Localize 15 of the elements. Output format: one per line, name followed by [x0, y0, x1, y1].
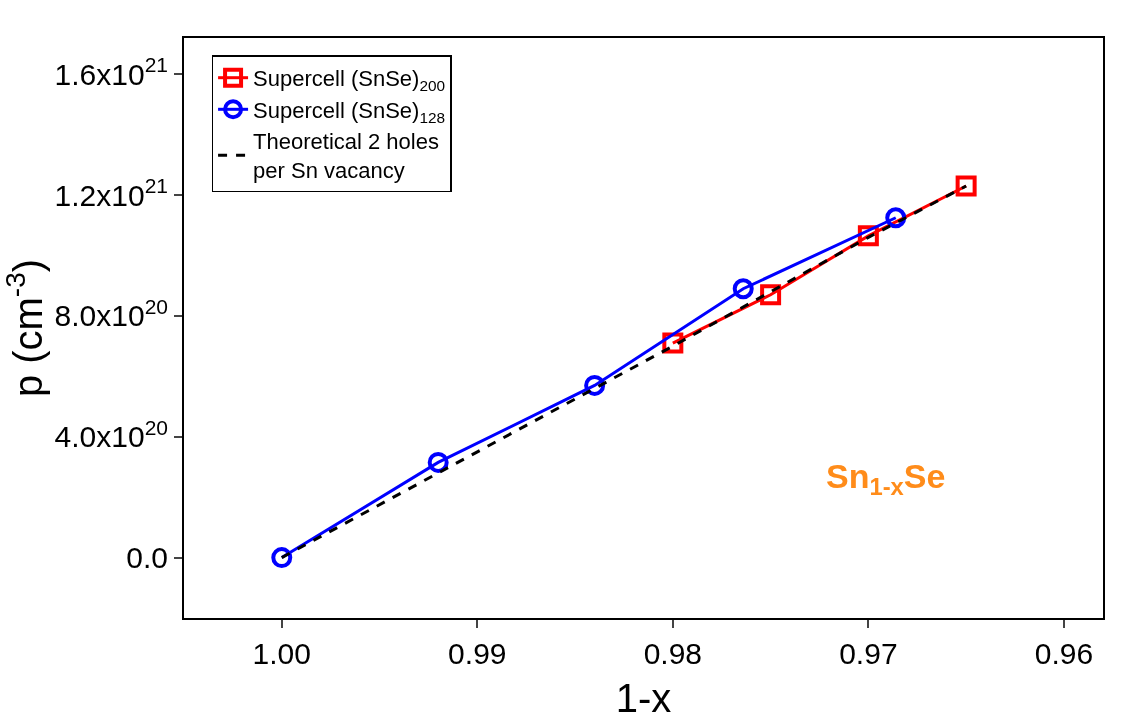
- x-tick-label: 0.97: [839, 637, 898, 670]
- annotation: Sn$_{1-x}$Se: [826, 457, 946, 501]
- x-axis-title: 1-x: [615, 676, 672, 720]
- legend-label: Theoretical 2 holes per Sn vacancy: [253, 129, 439, 184]
- x-tick-label: 0.99: [448, 637, 507, 670]
- y-tick-label: 0.0: [126, 541, 168, 575]
- legend-label: Supercell (SnSe)$_{128}$: [253, 97, 446, 126]
- y-tick-label: 4.0x10$^{20}$: [54, 415, 168, 454]
- y-tick-label: 1.2x10$^{21}$: [54, 173, 168, 212]
- y-tick-label: 8.0x10$^{20}$: [54, 294, 168, 333]
- y-tick-label: 1.6x10$^{21}$: [54, 53, 168, 91]
- x-tick-label: 1.00: [252, 637, 311, 670]
- x-tick-label: 0.98: [643, 637, 703, 670]
- legend-label: Supercell (SnSe)$_{200}$: [253, 66, 446, 94]
- x-tick-label: 0.96: [1034, 637, 1094, 670]
